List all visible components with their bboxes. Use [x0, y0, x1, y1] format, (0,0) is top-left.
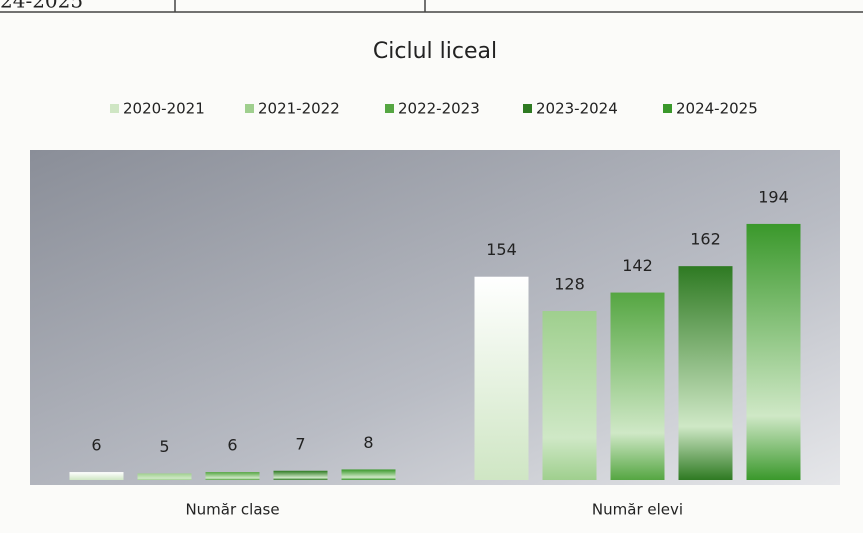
x-tick-label: Număr clase — [185, 501, 279, 519]
legend-swatch — [663, 104, 672, 113]
legend-swatch — [245, 104, 254, 113]
bar — [273, 470, 328, 480]
data-label: 194 — [758, 187, 789, 206]
bar — [542, 311, 597, 480]
data-label: 6 — [227, 436, 237, 455]
data-label: 6 — [91, 436, 101, 455]
data-label: 142 — [622, 256, 653, 275]
bar — [137, 473, 192, 480]
legend-label: 2020-2021 — [123, 100, 205, 118]
bar — [678, 266, 733, 480]
bar — [610, 292, 665, 480]
legend-swatch — [110, 104, 119, 113]
data-label: 8 — [363, 433, 373, 452]
legend-swatch — [385, 104, 394, 113]
legend-label: 2022-2023 — [398, 100, 480, 118]
bar — [205, 472, 260, 480]
table-fragment: 24-2025 — [0, 0, 83, 13]
data-label: 162 — [690, 230, 721, 249]
legend-label: 2021-2022 — [258, 100, 340, 118]
data-label: 5 — [159, 437, 169, 456]
legend-label: 2024-2025 — [676, 100, 758, 118]
bar — [474, 276, 529, 480]
bar — [69, 472, 124, 480]
legend-swatch — [523, 104, 532, 113]
legend-label: 2023-2024 — [536, 100, 618, 118]
bar — [746, 223, 801, 481]
x-tick-label: Număr elevi — [592, 501, 683, 519]
data-label: 128 — [554, 275, 585, 294]
data-label: 7 — [295, 434, 305, 453]
data-label: 154 — [486, 240, 517, 259]
chart-title: Ciclul liceal — [373, 39, 497, 64]
bar — [341, 469, 396, 480]
